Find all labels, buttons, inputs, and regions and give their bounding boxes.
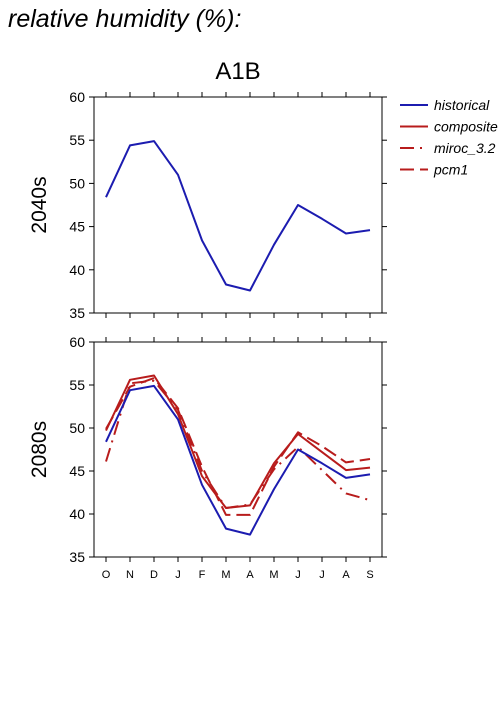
x-tick-label: F — [199, 569, 206, 581]
x-tick-label: J — [319, 569, 325, 581]
series-line-historical — [105, 384, 371, 536]
y-tick-label: 60 — [69, 89, 85, 105]
x-tick-label: A — [342, 569, 350, 581]
y-tick-label: 35 — [69, 305, 85, 321]
y-tick-label: 35 — [69, 549, 85, 565]
y-tick-label: 40 — [69, 506, 85, 522]
legend-label: historical — [434, 97, 490, 113]
x-tick-label: A — [246, 569, 254, 581]
x-tick-label: D — [150, 569, 158, 581]
page-title: relative humidity (%): — [8, 5, 241, 33]
legend-label: miroc_3.2 — [434, 140, 496, 156]
y-tick-label: 55 — [69, 377, 85, 393]
plot-frame — [93, 96, 383, 314]
panel-2080s: 35 40 45 50 55 60 O N D J F M A M J J A S 2080s — [28, 334, 387, 581]
y-tick-label: 45 — [69, 219, 85, 235]
series-line-pcm1 — [105, 377, 371, 516]
chart-title: A1B — [215, 58, 260, 85]
x-tick-label: J — [175, 569, 181, 581]
x-tick-label: O — [102, 569, 111, 581]
y-tick-label: 40 — [69, 262, 85, 278]
y-tick-label: 60 — [69, 334, 85, 350]
x-tick-label: N — [126, 569, 134, 581]
legend: historical composite miroc_3.2 pcm1 — [400, 97, 498, 178]
x-tick-label: J — [295, 569, 301, 581]
panel-2040s: 35 40 45 50 55 60 2040s — [28, 89, 387, 321]
series-line-historical — [105, 140, 371, 292]
x-tick-label: S — [366, 569, 373, 581]
y-tick-label: 55 — [69, 132, 85, 148]
x-tick-label: M — [221, 569, 230, 581]
y-axis-label: 2040s — [28, 176, 51, 233]
y-axis-label: 2080s — [28, 421, 51, 478]
series-line-composite — [105, 374, 371, 509]
legend-label: composite — [434, 119, 498, 135]
series-line-miroc-3-2 — [105, 379, 371, 509]
plot-frame — [93, 341, 383, 558]
y-tick-label: 50 — [69, 420, 85, 436]
y-tick-label: 50 — [69, 175, 85, 191]
x-tick-label: M — [269, 569, 278, 581]
y-tick-label: 45 — [69, 463, 85, 479]
legend-label: pcm1 — [433, 162, 468, 178]
